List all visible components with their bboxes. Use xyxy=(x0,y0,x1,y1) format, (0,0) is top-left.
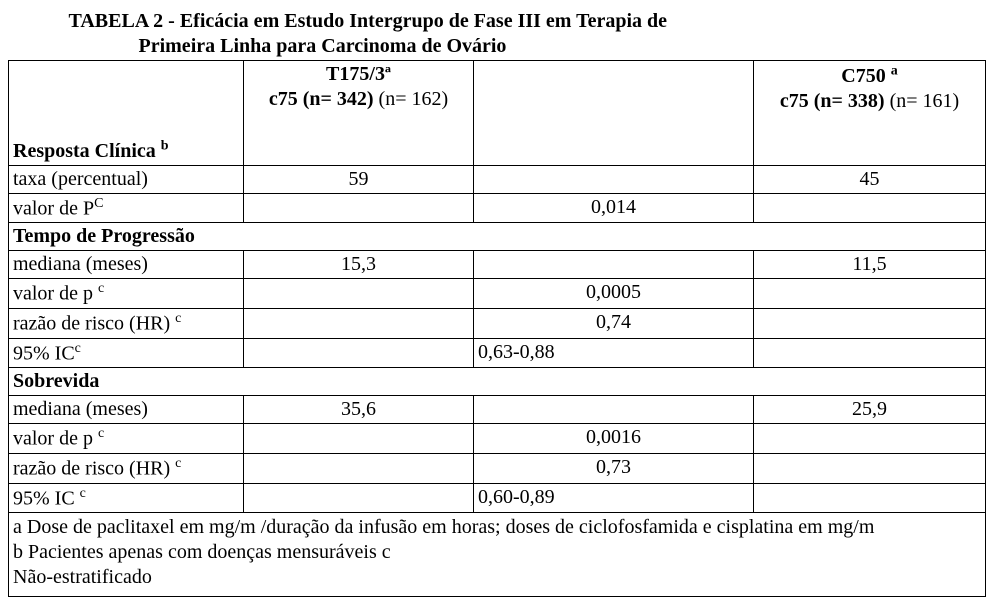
prog-header: Tempo de Progressão xyxy=(9,223,986,251)
prog-hr-label: razão de risco (HR) c xyxy=(9,308,244,338)
surv-hr-row: razão de risco (HR) c 0,73 xyxy=(9,453,986,483)
section-resp-header-pre: Resposta Clínica xyxy=(13,140,161,162)
footnote-b: b Pacientes apenas com doenças mensuráve… xyxy=(13,541,391,563)
surv-header-row: Sobrevida xyxy=(9,368,986,396)
surv-median-arm1: 35,6 xyxy=(244,396,474,424)
surv-ci-value: 0,60-0,89 xyxy=(474,483,754,513)
resp-rate-label: taxa (percentual) xyxy=(9,165,244,193)
surv-hr-label: razão de risco (HR) c xyxy=(9,453,244,483)
prog-p-label-sup: c xyxy=(98,281,104,296)
resp-rate-arm2: 45 xyxy=(754,165,986,193)
footnote-a: a Dose de paclitaxel em mg/m /duração da… xyxy=(13,516,874,538)
surv-header: Sobrevida xyxy=(9,368,986,396)
resp-rate-mid xyxy=(474,165,754,193)
resp-p-label-sup: C xyxy=(94,196,103,211)
prog-median-row: mediana (meses) 15,3 11,5 xyxy=(9,251,986,279)
prog-ci-label: 95% ICc xyxy=(9,338,244,368)
arm2-title-pre: C750 xyxy=(841,65,890,87)
surv-p-row: valor de p c 0,0016 xyxy=(9,424,986,454)
prog-ci-arm1 xyxy=(244,338,474,368)
resp-p-value: 0,014 xyxy=(474,193,754,223)
prog-hr-arm1 xyxy=(244,308,474,338)
prog-hr-label-pre: razão de risco (HR) xyxy=(13,313,175,335)
resp-p-label-pre: valor de P xyxy=(13,197,94,219)
prog-p-label-pre: valor de p xyxy=(13,283,98,305)
resp-rate-arm1: 59 xyxy=(244,165,474,193)
prog-ci-value: 0,63-0,88 xyxy=(474,338,754,368)
section-resp-header-sup: b xyxy=(161,138,169,153)
prog-median-label: mediana (meses) xyxy=(9,251,244,279)
arm2-header-cell: C750 a c75 (n= 338) (n= 161) xyxy=(754,61,986,166)
surv-median-arm2: 25,9 xyxy=(754,396,986,424)
arm2-sub-bold: c75 (n= 338) xyxy=(780,90,885,112)
prog-median-arm1: 15,3 xyxy=(244,251,474,279)
resp-rate-row: taxa (percentual) 59 45 xyxy=(9,165,986,193)
surv-hr-arm2 xyxy=(754,453,986,483)
footnote-c: Não-estratificado xyxy=(13,566,152,588)
resp-p-arm2 xyxy=(754,193,986,223)
arms-header-row: Resposta Clínica b T175/3ª c75 (n= 342) … xyxy=(9,61,986,166)
surv-median-mid xyxy=(474,396,754,424)
surv-hr-label-sup: c xyxy=(175,456,181,471)
surv-median-label: mediana (meses) xyxy=(9,396,244,424)
table-title-row: TABELA 2 - Eficácia em Estudo Intergrupo… xyxy=(9,8,986,61)
prog-header-row: Tempo de Progressão xyxy=(9,223,986,251)
prog-ci-label-pre: 95% IC xyxy=(13,342,75,364)
prog-ci-label-sup: c xyxy=(75,341,81,356)
prog-p-row: valor de p c 0,0005 xyxy=(9,279,986,309)
prog-ci-row: 95% ICc 0,63-0,88 xyxy=(9,338,986,368)
surv-hr-label-pre: razão de risco (HR) xyxy=(13,458,175,480)
prog-median-mid xyxy=(474,251,754,279)
surv-p-label: valor de p c xyxy=(9,424,244,454)
arm1-header-cell: T175/3ª c75 (n= 342) (n= 162) xyxy=(244,61,474,166)
surv-median-row: mediana (meses) 35,6 25,9 xyxy=(9,396,986,424)
prog-ci-arm2 xyxy=(754,338,986,368)
arm1-title: T175/3ª xyxy=(326,63,391,85)
efficacy-table: TABELA 2 - Eficácia em Estudo Intergrupo… xyxy=(8,8,986,597)
arm2-sub-rest: (n= 161) xyxy=(885,90,960,112)
prog-hr-label-sup: c xyxy=(175,311,181,326)
prog-median-arm2: 11,5 xyxy=(754,251,986,279)
surv-ci-arm1 xyxy=(244,483,474,513)
prog-hr-value: 0,74 xyxy=(474,308,754,338)
surv-hr-arm1 xyxy=(244,453,474,483)
prog-hr-arm2 xyxy=(754,308,986,338)
arm1-sub-bold: c75 (n= 342) xyxy=(269,88,374,110)
surv-ci-row: 95% IC c 0,60-0,89 xyxy=(9,483,986,513)
resp-p-row: valor de PC 0,014 xyxy=(9,193,986,223)
table-title-line2: Primeira Linha para Carcinoma de Ovário xyxy=(69,34,507,59)
arms-header-empty: Resposta Clínica b xyxy=(9,61,244,166)
surv-ci-label: 95% IC c xyxy=(9,483,244,513)
surv-p-label-pre: valor de p xyxy=(13,428,98,450)
arms-header-mid xyxy=(474,61,754,166)
prog-hr-row: razão de risco (HR) c 0,74 xyxy=(9,308,986,338)
resp-p-label: valor de PC xyxy=(9,193,244,223)
surv-ci-label-pre: 95% IC xyxy=(13,487,80,509)
surv-hr-value: 0,73 xyxy=(474,453,754,483)
arm2-title-sup: a xyxy=(891,63,898,78)
table-title-line1: TABELA 2 - Eficácia em Estudo Intergrupo… xyxy=(69,10,668,32)
arm1-sub-rest: (n= 162) xyxy=(374,88,449,110)
prog-p-value: 0,0005 xyxy=(474,279,754,309)
prog-p-label: valor de p c xyxy=(9,279,244,309)
resp-p-arm1 xyxy=(244,193,474,223)
surv-p-label-sup: c xyxy=(98,426,104,441)
footnotes-row: a Dose de paclitaxel em mg/m /duração da… xyxy=(9,513,986,597)
prog-p-arm1 xyxy=(244,279,474,309)
surv-p-arm2 xyxy=(754,424,986,454)
surv-ci-arm2 xyxy=(754,483,986,513)
surv-ci-label-sup: c xyxy=(80,486,86,501)
prog-p-arm2 xyxy=(754,279,986,309)
surv-p-arm1 xyxy=(244,424,474,454)
surv-p-value: 0,0016 xyxy=(474,424,754,454)
